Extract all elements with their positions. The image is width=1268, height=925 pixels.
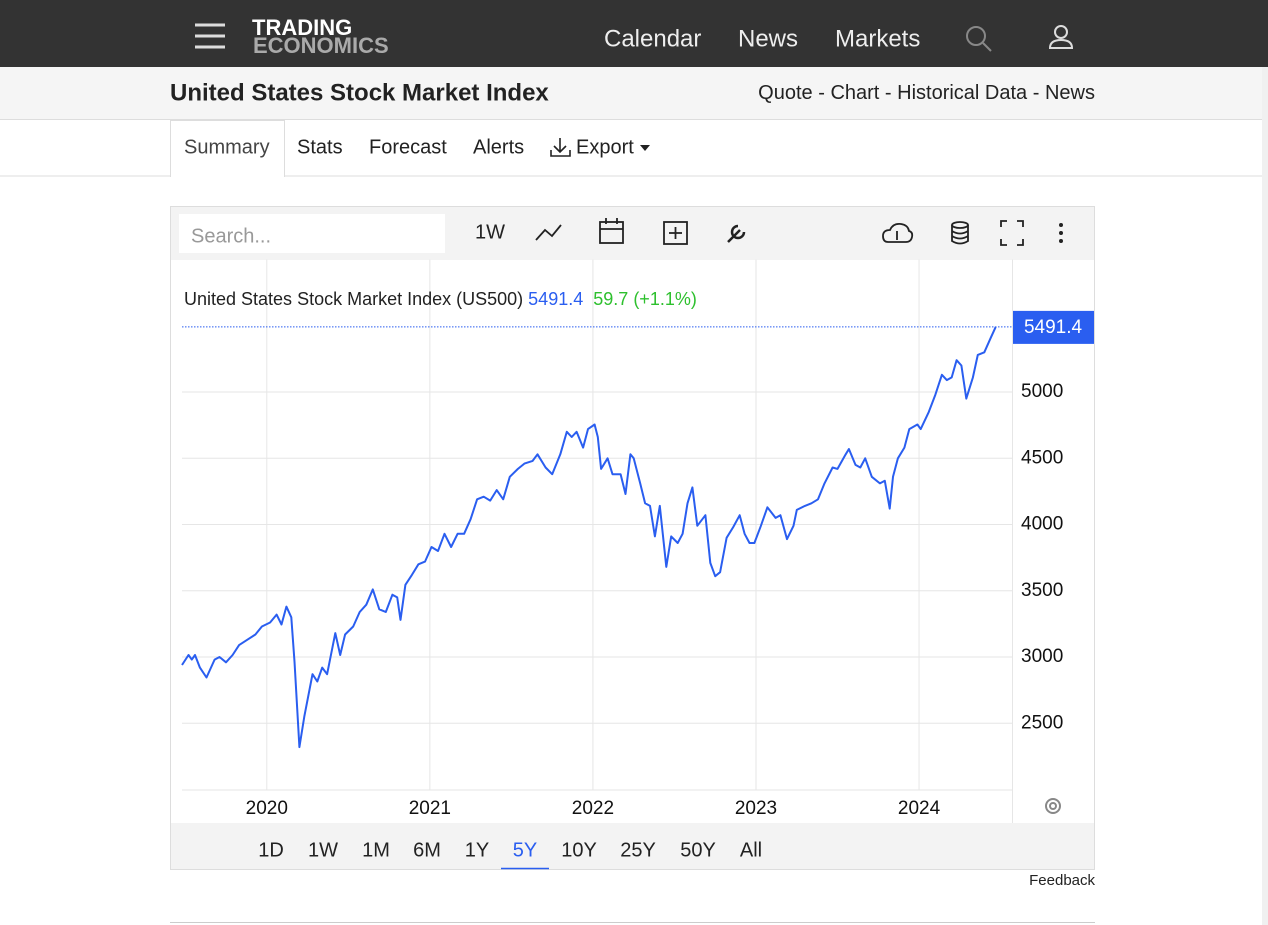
caret — [640, 145, 650, 151]
header-link[interactable]: Historical Data — [897, 82, 1028, 104]
tab[interactable]: Stats — [297, 136, 343, 158]
calendar-icon[interactable] — [599, 218, 624, 244]
database-icon[interactable] — [951, 221, 969, 245]
scrollbar — [1262, 67, 1268, 925]
tools-icon[interactable] — [727, 224, 746, 243]
range-button[interactable]: 10Y — [561, 839, 597, 861]
fullscreen-icon[interactable] — [1000, 220, 1024, 246]
more-icon[interactable] — [1059, 223, 1063, 243]
range-button[interactable]: 6M — [413, 839, 441, 861]
nav-link[interactable]: Calendar — [604, 25, 701, 52]
y-tick-label: 3000 — [1021, 646, 1063, 667]
tab[interactable]: Alerts — [473, 136, 524, 158]
download-icon[interactable] — [882, 222, 914, 243]
range-buttons: 1D 1W 1M 6M 1Y 5Y 10Y 25Y 50Y All — [258, 839, 762, 870]
tab[interactable]: Summary — [184, 136, 270, 158]
search-box[interactable] — [179, 214, 445, 253]
series-name: United States Stock Market Index (US500) — [184, 289, 523, 309]
header-link[interactable]: News — [1045, 82, 1095, 104]
separator: - — [818, 82, 825, 104]
feedback-link[interactable]: Feedback — [1029, 872, 1095, 889]
tab[interactable]: Forecast — [369, 136, 447, 158]
x-tick-label: 2024 — [898, 798, 941, 819]
y-tick-label: 4500 — [1021, 447, 1063, 468]
range-button[interactable]: 1D — [258, 839, 284, 861]
price-line — [181, 326, 997, 749]
settings-icon[interactable] — [1045, 798, 1061, 814]
plot: 2500 3000 3500 4000 4500 5000 2020 2021 2022 2023… — [181, 259, 1094, 823]
range-button[interactable]: 1Y — [465, 839, 489, 861]
active-tab — [170, 120, 285, 177]
y-tick-label: 2500 — [1021, 712, 1063, 733]
nav-link[interactable]: News — [738, 25, 798, 52]
separator: - — [885, 82, 892, 104]
range-button[interactable]: 50Y — [680, 839, 716, 861]
export-icon — [550, 138, 571, 157]
chart-frame — [170, 206, 1095, 870]
range-button[interactable]: 1M — [362, 839, 390, 861]
x-tick-label: 2023 — [735, 798, 777, 819]
add-icon[interactable] — [663, 221, 688, 245]
header-link[interactable]: Quote — [758, 82, 812, 104]
search-icon[interactable] — [966, 26, 992, 52]
header-links: Quote - Chart - Historical Data - News — [758, 82, 1095, 104]
logo[interactable]: ECONOMICS — [253, 33, 389, 58]
x-tick-label: 2021 — [409, 798, 451, 819]
chart-type-icon[interactable] — [535, 224, 562, 241]
separator: - — [1033, 82, 1040, 104]
change: 59.7 — [593, 289, 628, 309]
range-button[interactable]: 25Y — [620, 839, 656, 861]
menu-icon[interactable] — [195, 23, 225, 49]
range-button[interactable]: 1W — [308, 839, 338, 861]
range-bar — [171, 823, 1094, 869]
y-tick-label: 5000 — [1021, 381, 1063, 402]
x-tick-label: 2022 — [572, 798, 614, 819]
x-tick-label: 2020 — [246, 798, 288, 819]
range-button[interactable]: 5Y — [513, 839, 537, 861]
nav-link[interactable]: Markets — [835, 25, 920, 52]
y-tick-label: 3500 — [1021, 580, 1063, 601]
last-value: 5491.4 — [528, 289, 583, 309]
last-value-tag — [1013, 310, 1094, 344]
chart-legend: United States Stock Market Index (US500)… — [184, 289, 697, 309]
tabs: Summary Stats Forecast Alerts Export — [170, 120, 650, 177]
top-bar — [0, 0, 1268, 67]
user-icon[interactable] — [1048, 25, 1074, 49]
tab[interactable]: Export — [576, 136, 634, 158]
logo[interactable]: TRADING — [252, 15, 352, 40]
page-title: United States Stock Market Index — [170, 79, 549, 106]
header-link[interactable]: Chart — [830, 82, 879, 104]
search-placeholder: Search... — [191, 225, 271, 247]
header-band — [0, 67, 1262, 120]
last-value-label: 5491.4 — [1024, 317, 1083, 338]
change-pct: (+1.1%) — [633, 289, 697, 309]
range-button[interactable]: All — [740, 839, 762, 861]
y-tick-label: 4000 — [1021, 514, 1063, 535]
interval-button[interactable]: 1W — [475, 221, 505, 243]
